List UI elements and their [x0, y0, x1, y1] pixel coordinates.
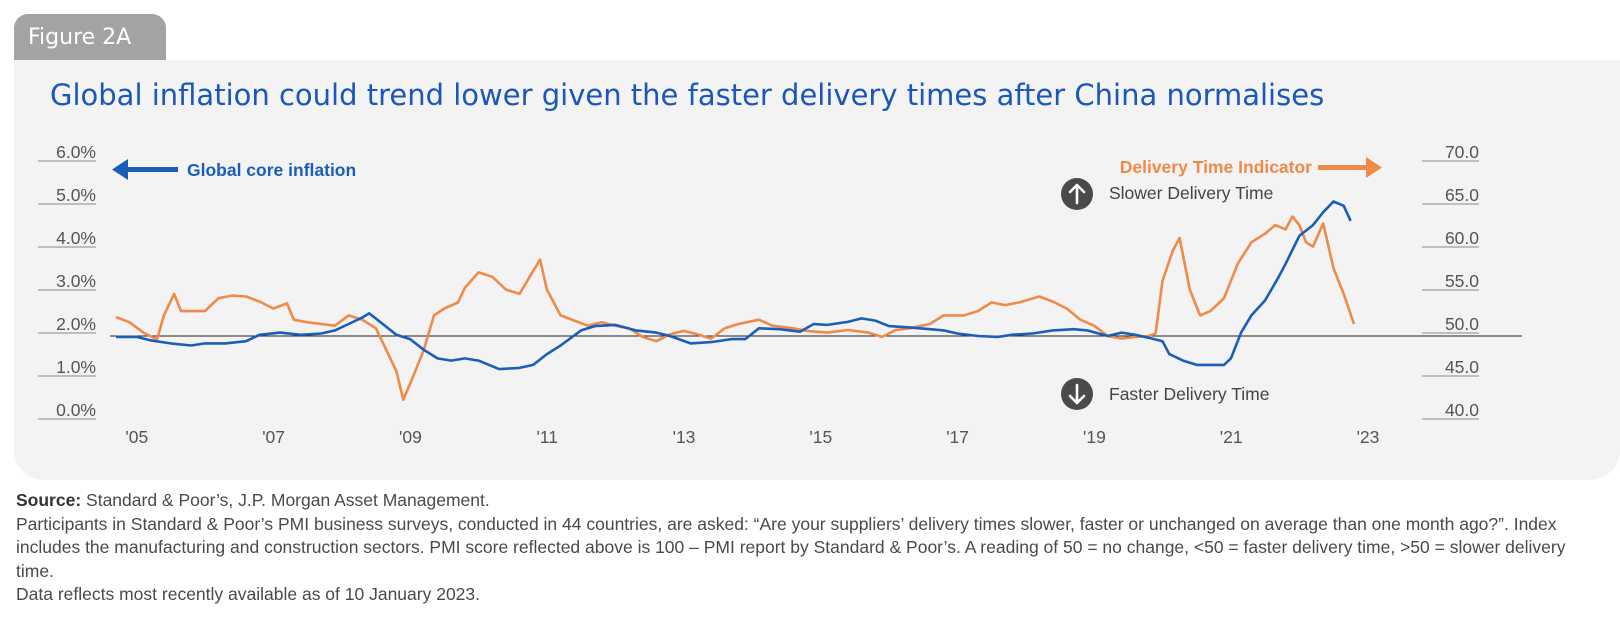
chart-panel — [14, 60, 1620, 480]
legend-inflation: Global core inflation — [112, 159, 356, 180]
right-axis: 70.0 65.0 60.0 55.0 50.0 45.0 40.0 — [1422, 142, 1479, 420]
left-axis: 6.0% 5.0% 4.0% 3.0% 2.0% 1.0% 0.0% — [38, 142, 96, 420]
left-tick-label: 4.0% — [56, 228, 96, 248]
x-tick-label: '05 — [125, 427, 148, 447]
series-line-delivery — [115, 215, 1356, 401]
left-tick-label: 2.0% — [56, 314, 96, 334]
legend-label-delivery: Delivery Time Indicator — [1120, 157, 1312, 177]
legend-delivery: Delivery Time Indicator — [1120, 157, 1382, 178]
annotation-label-slower: Slower Delivery Time — [1109, 183, 1273, 203]
x-tick-label: '13 — [673, 427, 696, 447]
left-tick-label: 3.0% — [56, 271, 96, 291]
arrow-up-circle-icon — [1061, 178, 1093, 210]
source-heading: Source: — [16, 490, 82, 510]
right-arrow-icon — [1318, 157, 1382, 178]
right-tick-label: 60.0 — [1445, 228, 1479, 248]
right-tick-label: 65.0 — [1445, 185, 1479, 205]
annotation-label-faster: Faster Delivery Time — [1109, 384, 1269, 404]
x-tick-label: '23 — [1357, 427, 1380, 447]
source-line: Source: Standard & Poor’s, J.P. Morgan A… — [16, 489, 1591, 513]
x-axis: '05 '07 '09 '11 '13 '15 '17 '19 '21 '23 — [125, 427, 1379, 447]
left-arrow-icon — [112, 159, 178, 180]
x-tick-label: '07 — [262, 427, 285, 447]
annotation-faster: Faster Delivery Time — [1061, 378, 1269, 410]
chart: 6.0% 5.0% 4.0% 3.0% 2.0% 1.0% 0.0% 70.0 65.0 60.… — [38, 142, 1522, 447]
source-note: Participants in Standard & Poor’s PMI bu… — [16, 513, 1566, 581]
x-tick-label: '19 — [1083, 427, 1106, 447]
x-tick-label: '09 — [399, 427, 422, 447]
figure-label: Figure 2A — [14, 14, 166, 60]
source-notes: Source: Standard & Poor’s, J.P. Morgan A… — [16, 489, 1591, 607]
source-note: Data reflects most recently available as… — [16, 584, 480, 604]
left-tick-label: 6.0% — [56, 142, 96, 162]
x-tick-label: '17 — [946, 427, 969, 447]
series-line-inflation — [116, 200, 1352, 371]
legend-label-inflation: Global core inflation — [187, 160, 356, 180]
left-tick-label: 5.0% — [56, 185, 96, 205]
chart-title: Global inflation could trend lower given… — [50, 78, 1325, 112]
source-text: Standard & Poor’s, J.P. Morgan Asset Man… — [86, 490, 490, 510]
annotation-slower: Slower Delivery Time — [1061, 178, 1273, 210]
right-tick-label: 50.0 — [1445, 314, 1479, 334]
x-tick-label: '11 — [536, 427, 558, 447]
arrow-down-circle-icon — [1061, 378, 1093, 410]
right-tick-label: 70.0 — [1445, 142, 1479, 162]
right-tick-label: 40.0 — [1445, 400, 1479, 420]
x-tick-label: '21 — [1220, 427, 1243, 447]
right-tick-label: 55.0 — [1445, 271, 1479, 291]
left-tick-label: 1.0% — [56, 357, 96, 377]
x-tick-label: '15 — [809, 427, 832, 447]
right-tick-label: 45.0 — [1445, 357, 1479, 377]
left-tick-label: 0.0% — [56, 400, 96, 420]
